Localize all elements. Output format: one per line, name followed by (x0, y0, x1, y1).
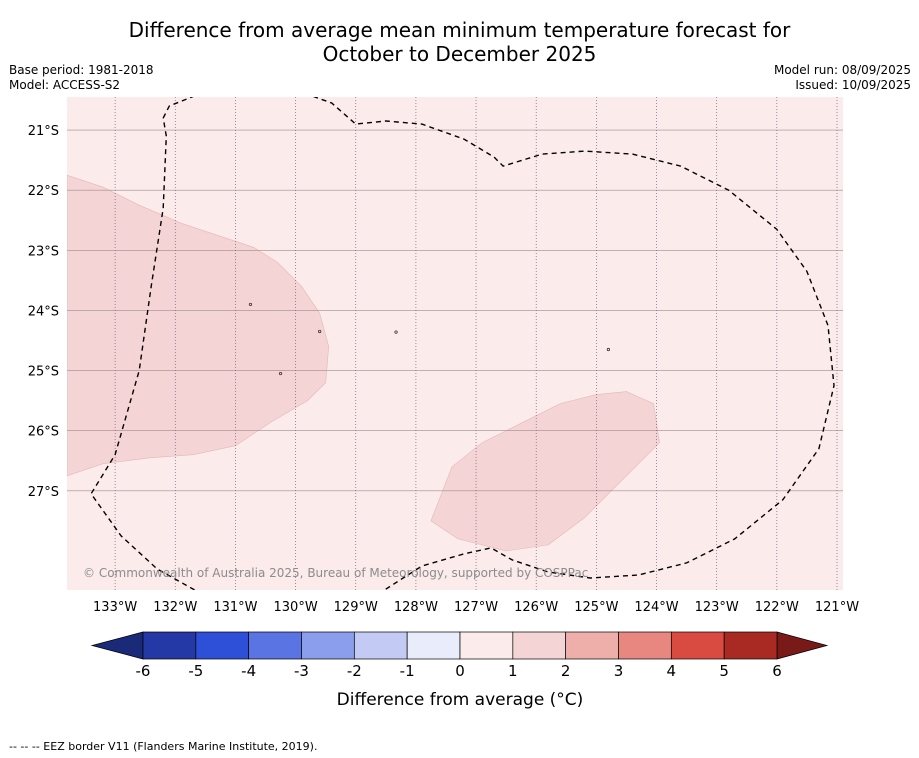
title-line-1: Difference from average mean minimum tem… (128, 18, 791, 42)
longitude-label: 121°W (815, 600, 859, 615)
eez-border (90, 97, 835, 590)
longitude-label: 127°W (454, 600, 498, 615)
colorbar-swatch (618, 631, 672, 660)
colorbar-tick-label: 1 (508, 662, 518, 680)
longitude-label: 129°W (334, 600, 378, 615)
island-marker (278, 371, 283, 376)
colorbar: -6 -5 -4 -3 -2 -1 0 1 2 3 4 5 6 (90, 631, 829, 680)
map-title: Difference from average mean minimum tem… (0, 18, 919, 66)
colorbar-swatch (670, 631, 725, 660)
colorbar-swatch (723, 631, 778, 660)
colorbar-swatch (353, 631, 408, 660)
colorbar-tick-label: -1 (400, 662, 415, 680)
longitude-label: 125°W (574, 600, 618, 615)
colorbar-label: Difference from average (°C) (337, 690, 584, 710)
islands (248, 302, 610, 376)
anomaly-patch (430, 391, 660, 552)
copyright-notice: © Commonwealth of Australia 2025, Bureau… (83, 566, 588, 580)
graticule (67, 97, 843, 590)
island-marker (318, 329, 322, 334)
latitude-label: 25°S (28, 365, 59, 380)
colorbar-tick-label: -6 (136, 662, 151, 680)
latitude-label: 22°S (28, 184, 59, 199)
eez-legend-note: -- -- -- EEZ border V11 (Flanders Marine… (9, 740, 318, 753)
latitude-label: 27°S (28, 485, 59, 500)
longitude-label: 133°W (93, 600, 137, 615)
colorbar-swatch (512, 631, 567, 660)
longitude-label: 132°W (153, 600, 197, 615)
colorbar-swatch (195, 631, 250, 660)
longitude-label: 124°W (634, 600, 678, 615)
base-period-text: Base period: 1981-2018 (9, 63, 154, 77)
latitude-label: 21°S (28, 124, 59, 139)
island-marker (606, 347, 610, 352)
forecast-info-left: Base period: 1981-2018 Model: ACCESS-S2 (9, 63, 154, 93)
eez-border-layer (90, 97, 835, 590)
island-marker (248, 302, 253, 307)
longitude-labels: 133°W 132°W 131°W 130°W 129°W 128°W 127°W 126°W… (93, 600, 859, 615)
model-name-text: Model: ACCESS-S2 (9, 78, 121, 92)
latitude-label: 24°S (28, 304, 59, 319)
longitude-label: 123°W (695, 600, 739, 615)
colorbar-tick-label: 2 (561, 662, 571, 680)
island-marker (394, 330, 398, 334)
colorbar-swatch (406, 631, 461, 660)
latitude-labels: 21°S 22°S 23°S 24°S 25°S 26°S 27°S (28, 124, 59, 500)
colorbar-swatch (142, 631, 197, 660)
colorbar-tick-label: 0 (455, 662, 465, 680)
colorbar-tick-label: 3 (614, 662, 624, 680)
title-line-2: October to December 2025 (322, 42, 597, 66)
colorbar-tick-label: 6 (772, 662, 782, 680)
colorbar-tick-label: 5 (719, 662, 729, 680)
colorbar-over-arrow (776, 631, 829, 660)
colorbar-swatch (248, 631, 302, 660)
colorbar-swatch (459, 631, 514, 660)
longitude-label: 131°W (213, 600, 257, 615)
issued-date-text: Issued: 10/09/2025 (795, 78, 911, 92)
latitude-label: 23°S (28, 244, 59, 259)
colorbar-tick-label: 4 (667, 662, 677, 680)
colorbar-swatch (565, 631, 619, 660)
model-run-text: Model run: 08/09/2025 (773, 63, 911, 77)
colorbar-tick-label: -2 (347, 662, 362, 680)
colorbar-swatch (301, 631, 355, 660)
colorbar-tick-label: -4 (241, 662, 256, 680)
colorbar-tick-label: -5 (188, 662, 203, 680)
longitude-label: 122°W (755, 600, 799, 615)
temperature-anomaly-map: © Commonwealth of Australia 2025, Bureau… (28, 97, 859, 710)
longitude-label: 128°W (394, 600, 438, 615)
longitude-label: 130°W (274, 600, 318, 615)
forecast-info-right: Model run: 08/09/2025 Issued: 10/09/2025 (774, 63, 911, 93)
longitude-label: 126°W (514, 600, 558, 615)
colorbar-under-arrow (90, 631, 144, 660)
latitude-label: 26°S (28, 425, 59, 440)
colorbar-tick-label: -3 (294, 662, 309, 680)
